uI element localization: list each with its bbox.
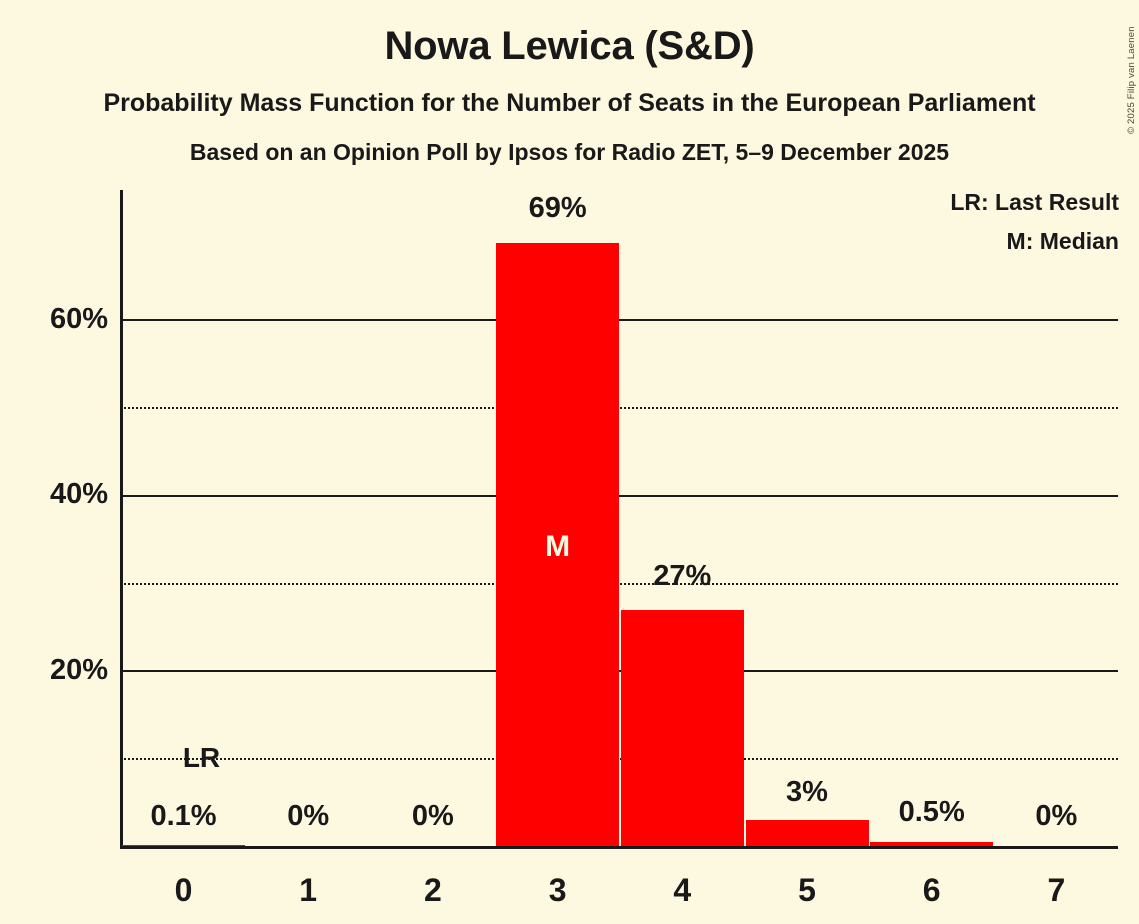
bar-value-seat-1: 0% — [287, 800, 330, 832]
page-title: Nowa Lewica (S&D) — [384, 24, 755, 68]
plot-area: 0.1% 0% 0% 69% 27% 3% 0.5% 0% M LR — [120, 190, 1118, 849]
bar-seat-0 — [122, 845, 245, 846]
bar-value-seat-3: 69% — [528, 192, 587, 224]
chart-legend: LR: Last Result M: Median — [950, 183, 1119, 261]
chart-subtitle: Probability Mass Function for the Number… — [103, 89, 1036, 117]
x-tick-label-0: 0 — [174, 872, 193, 908]
median-marker: M — [545, 530, 571, 563]
bar-seat-4 — [620, 609, 744, 846]
y-tick-label-40: 40% — [49, 478, 108, 510]
x-tick-label-6: 6 — [922, 872, 941, 908]
copyright-text: © 2025 Filip van Laenen — [1126, 26, 1137, 134]
bar-seat-6 — [870, 841, 994, 846]
x-tick-label-5: 5 — [798, 872, 816, 908]
x-tick-label-3: 3 — [548, 872, 567, 908]
bar-value-seat-0: 0.1% — [150, 800, 217, 832]
legend-item-median: M: Median — [1006, 228, 1119, 254]
y-axis-line — [120, 190, 123, 848]
bar-value-seat-7: 0% — [1035, 800, 1078, 832]
y-tick-label-60: 60% — [49, 303, 108, 335]
x-axis-line — [120, 846, 1118, 849]
bar-value-seat-6: 0.5% — [898, 796, 965, 828]
bar-value-seat-4: 27% — [653, 560, 712, 592]
x-tick-label-4: 4 — [673, 872, 692, 908]
legend-item-last-result: LR: Last Result — [950, 189, 1119, 215]
y-tick-label-20: 20% — [49, 654, 108, 686]
x-tick-label-2: 2 — [423, 872, 442, 908]
last-result-marker: LR — [182, 742, 221, 773]
x-tick-label-1: 1 — [299, 872, 318, 908]
copyright-notice: © 2025 Filip van Laenen — [1123, 8, 1137, 138]
chart-source-line: Based on an Opinion Poll by Ipsos for Ra… — [189, 139, 950, 165]
x-tick-label-7: 7 — [1047, 872, 1066, 908]
bar-seat-5 — [745, 819, 869, 846]
bar-value-seat-5: 3% — [786, 776, 828, 808]
bar-seat-3 — [496, 242, 620, 846]
bar-value-seat-2: 0% — [411, 800, 454, 832]
